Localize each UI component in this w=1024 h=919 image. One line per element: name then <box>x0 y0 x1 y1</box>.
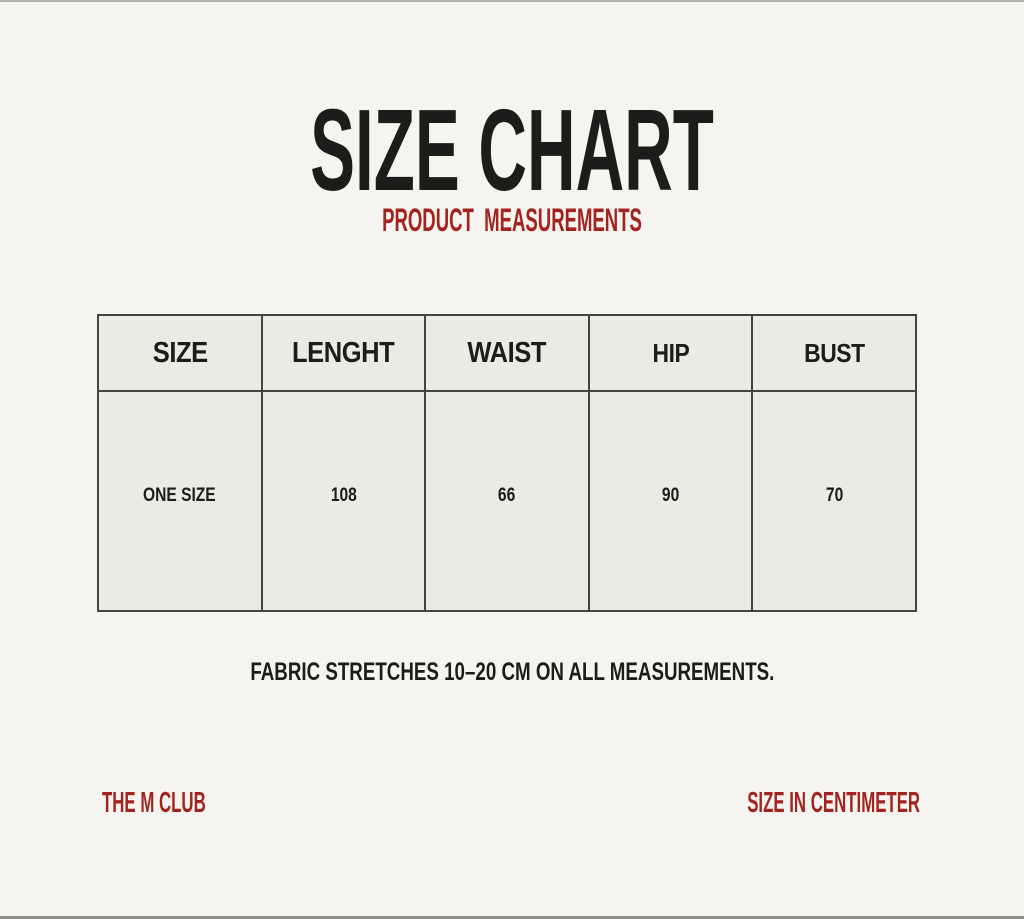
header-label-length: LENGHT <box>292 336 395 369</box>
header-label-waist: WAIST <box>467 336 547 369</box>
size-table-data-row: ONE SIZE 108 66 90 70 <box>97 390 917 612</box>
brand-name: THE M CLUB <box>102 787 206 819</box>
stretch-note-row: FABRIC STRETCHES 10–20 CM ON ALL MEASURE… <box>0 660 1024 685</box>
value-bust: 70 <box>825 485 843 506</box>
page-subtitle: PRODUCT MEASUREMENTS <box>382 202 642 238</box>
page-subtitle-row: PRODUCT MEASUREMENTS <box>0 204 1024 236</box>
header-cell-hip: HIP <box>587 314 754 392</box>
value-size: ONE SIZE <box>143 485 217 506</box>
value-waist: 66 <box>498 485 516 506</box>
top-edge-line <box>0 0 1024 2</box>
data-cell-waist: 66 <box>424 390 590 612</box>
unit-footer: SIZE IN CENTIMETER <box>622 789 920 818</box>
size-table-header-row: SIZE LENGHT WAIST HIP BUST <box>97 314 917 392</box>
header-cell-waist: WAIST <box>424 314 590 392</box>
header-cell-size: SIZE <box>97 314 263 392</box>
header-label-hip: HIP <box>652 337 689 368</box>
bottom-edge-line <box>0 916 1024 919</box>
data-cell-size: ONE SIZE <box>97 390 263 612</box>
header-cell-length: LENGHT <box>260 314 427 392</box>
data-cell-bust: 70 <box>751 390 917 612</box>
value-hip: 90 <box>661 485 680 506</box>
header-label-size: SIZE <box>152 336 208 369</box>
data-cell-hip: 90 <box>587 390 754 612</box>
page-title: SIZE CHART <box>310 85 714 215</box>
header-cell-bust: BUST <box>751 314 917 392</box>
stretch-note: FABRIC STRETCHES 10–20 CM ON ALL MEASURE… <box>249 658 775 686</box>
value-length: 108 <box>330 485 357 506</box>
brand-footer: THE M CLUB <box>102 789 281 818</box>
data-cell-length: 108 <box>260 390 427 612</box>
page-title-row: SIZE CHART <box>0 92 1024 208</box>
header-label-bust: BUST <box>803 337 865 368</box>
size-table: SIZE LENGHT WAIST HIP BUST ONE SIZE <box>97 314 917 612</box>
unit-note: SIZE IN CENTIMETER <box>747 787 920 819</box>
